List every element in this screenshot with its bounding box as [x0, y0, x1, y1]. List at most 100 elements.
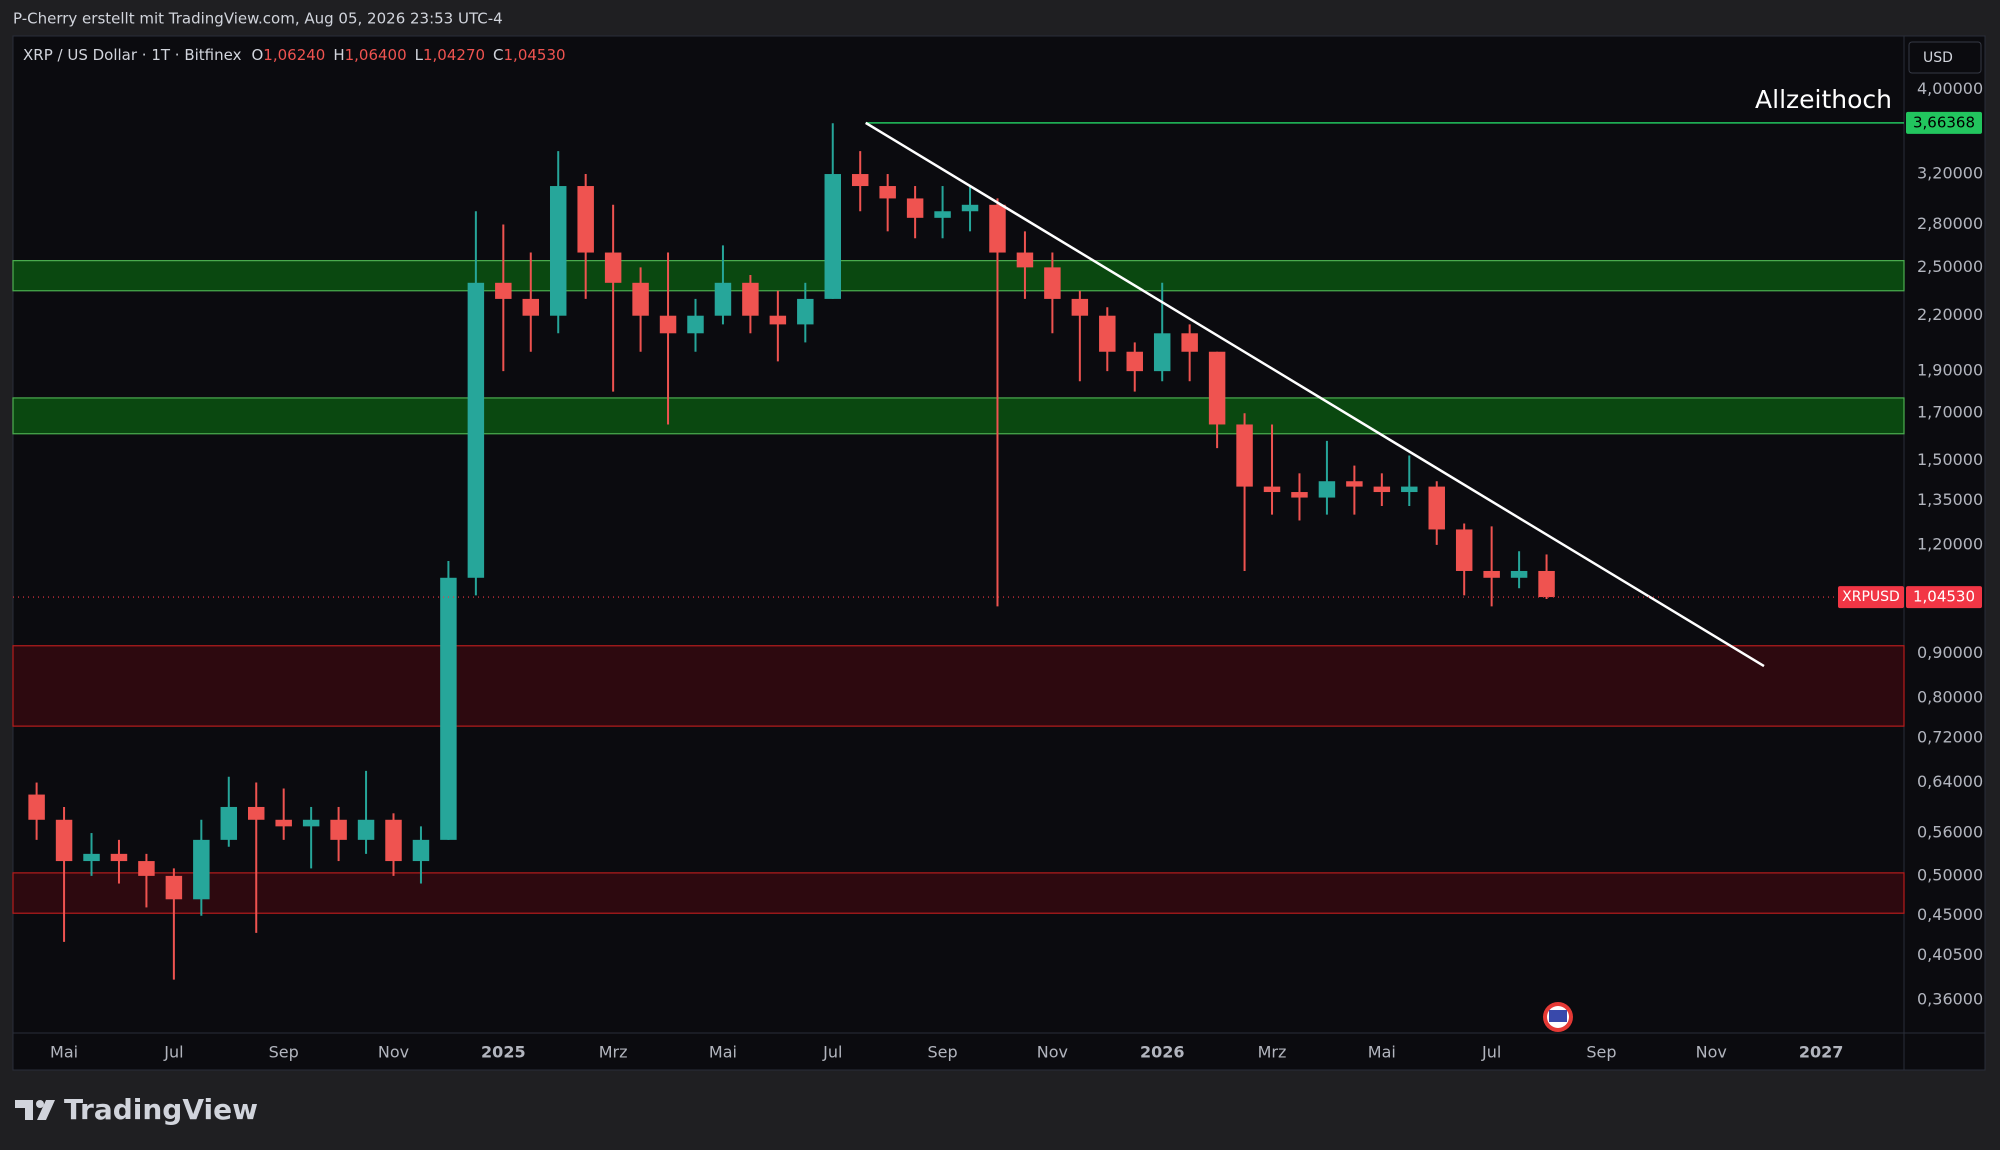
y-tick-label: 0,64000: [1917, 772, 1983, 791]
legend-key: O: [251, 46, 263, 64]
symbol-legend: XRP / US Dollar · 1T · Bitfinex O1,06240 H…: [23, 46, 566, 64]
y-tick-label: 0,56000: [1917, 823, 1983, 842]
candle-body: [412, 839, 430, 862]
legend-title: XRP / US Dollar · 1T · Bitfinex: [23, 46, 242, 64]
candle-body: [522, 298, 540, 316]
trendline: [865, 121, 1765, 668]
candle-body: [1291, 492, 1308, 498]
candle-body: [440, 577, 457, 840]
zone: [12, 645, 1905, 727]
candle-body: [1401, 486, 1418, 493]
legend-key: C: [493, 46, 503, 64]
symbol-tag-label: XRPUSD: [1842, 589, 1900, 605]
candle-body: [1483, 570, 1500, 578]
legend-value: 1,06240: [263, 46, 325, 64]
symbol-tag: [1838, 586, 1904, 609]
candle-body: [851, 174, 869, 187]
legend-value: 1,06400: [345, 46, 407, 64]
candle-body: [1181, 333, 1198, 352]
candle-body: [1455, 529, 1473, 571]
candle-body: [989, 204, 1006, 253]
x-tick-label: Nov: [1696, 1043, 1727, 1062]
last-price-label: 1,04530: [1913, 588, 1975, 606]
y-tick-label: 1,20000: [1917, 534, 1983, 553]
x-tick-label: Nov: [1037, 1043, 1068, 1062]
legend-key: H: [333, 46, 344, 64]
candle-body: [824, 174, 841, 299]
y-tick-label: 0,36000: [1917, 990, 1983, 1009]
candle-body: [1428, 486, 1445, 530]
currency: USD: [1923, 50, 1953, 66]
candle-body: [138, 861, 155, 876]
y-tick-label: 2,50000: [1917, 257, 1983, 276]
candle-body: [55, 819, 73, 862]
y-tick-label: 0,80000: [1917, 688, 1983, 707]
candle-body: [248, 806, 265, 820]
legend-key: L: [415, 46, 424, 64]
ath-annotation: Allzeithoch: [1755, 85, 1892, 114]
candle-body: [1373, 486, 1391, 493]
zone: [12, 872, 1905, 914]
candle-body: [742, 282, 759, 316]
y-tick-label: 0,72000: [1917, 728, 1983, 747]
candle-body: [467, 282, 485, 578]
plot-area: [12, 121, 1905, 980]
y-tick-label: 0,45000: [1917, 905, 1983, 924]
candle-body: [687, 315, 704, 334]
zone: [12, 397, 1905, 435]
candle-body: [879, 186, 896, 199]
candle-body: [961, 204, 979, 212]
x-tick-label: Nov: [378, 1043, 409, 1062]
x-tick-label: 2026: [1140, 1043, 1185, 1062]
x-tick-label: Jul: [163, 1043, 183, 1062]
y-tick-label: 3,20000: [1917, 164, 1983, 183]
x-tick-label: Mai: [709, 1043, 737, 1062]
candle-body: [165, 875, 183, 900]
legend-value: 1,04530: [504, 46, 566, 64]
y-tick-label: 4,00000: [1917, 79, 1983, 98]
candle-body: [1538, 570, 1555, 598]
candle-body: [934, 211, 951, 218]
candle-body: [632, 282, 649, 316]
candle-body: [357, 819, 375, 840]
candle-body: [797, 298, 814, 325]
candle-body: [385, 819, 402, 862]
flag-icon: [1543, 1002, 1573, 1032]
x-tick-label: Mai: [1368, 1043, 1396, 1062]
candle-body: [220, 806, 238, 840]
candle-body: [495, 282, 512, 299]
candle-body: [1510, 570, 1528, 578]
candle-body: [28, 794, 45, 820]
x-tick-label: Mai: [50, 1043, 78, 1062]
x-tick-label: Mrz: [599, 1043, 628, 1062]
x-tick-label: Sep: [1586, 1043, 1616, 1062]
candle-body: [577, 186, 594, 253]
chart-panel: [12, 35, 1986, 1071]
y-tick-label: 0,40500: [1917, 945, 1983, 964]
candle-body: [1263, 486, 1281, 493]
x-tick-label: Jul: [822, 1043, 842, 1062]
currency-box[interactable]: [1908, 41, 1982, 74]
y-tick-label: 0,90000: [1917, 643, 1983, 662]
candle-body: [83, 853, 100, 862]
x-tick-label: 2025: [481, 1043, 526, 1062]
candle-body: [714, 282, 732, 316]
y-tick-label: 1,50000: [1917, 450, 1983, 469]
x-tick-label: Sep: [927, 1043, 957, 1062]
ath-tag-label: 3,66368: [1913, 113, 1975, 131]
candle-body: [549, 186, 567, 316]
ath-tag: [1906, 111, 1982, 134]
candle-body: [1236, 424, 1253, 487]
candle-body: [1099, 315, 1116, 352]
candle-body: [1346, 481, 1363, 487]
legend-value: 1,04270: [423, 46, 485, 64]
x-tick-label: Sep: [269, 1043, 299, 1062]
candle-body: [1318, 481, 1336, 498]
x-tick-label: Mrz: [1258, 1043, 1287, 1062]
x-tick-label: 2027: [1799, 1043, 1844, 1062]
y-tick-label: 1,70000: [1917, 403, 1983, 422]
candle-body: [1153, 333, 1171, 372]
candle-body: [1126, 351, 1143, 372]
candle-body: [659, 315, 677, 334]
